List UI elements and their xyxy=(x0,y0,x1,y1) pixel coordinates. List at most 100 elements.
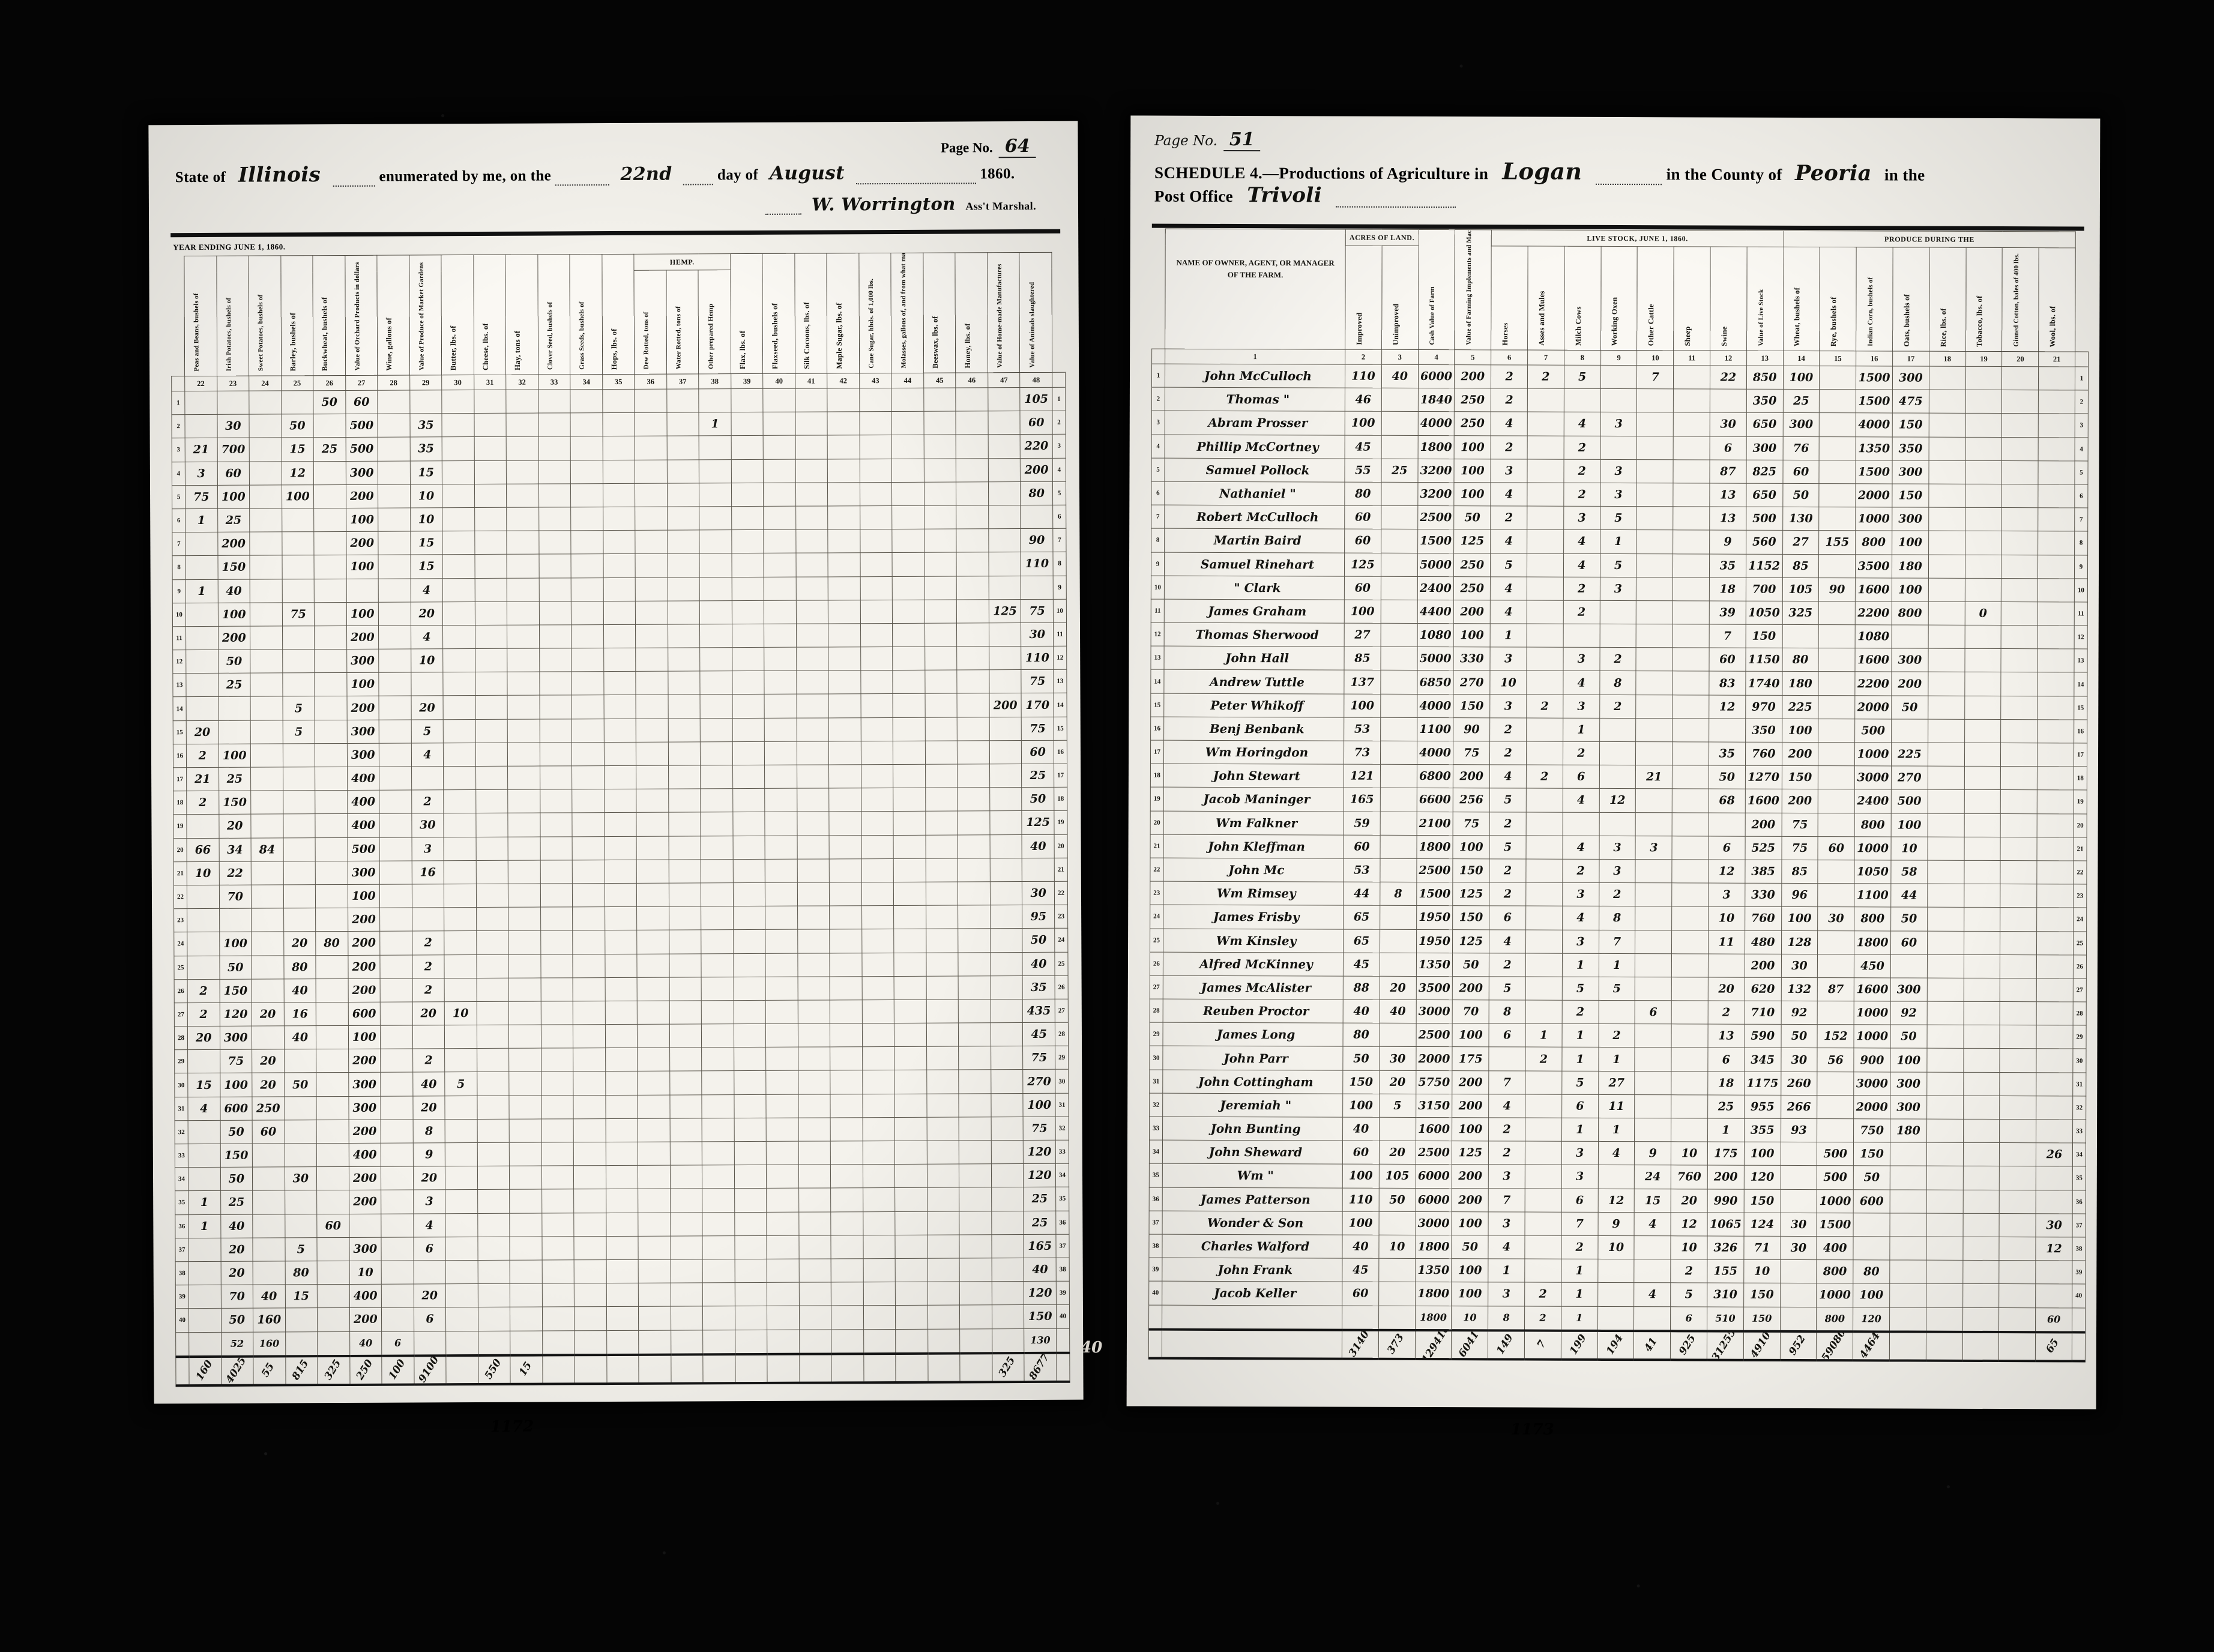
cell-c24: 250 xyxy=(252,1096,285,1120)
row-number: 36 xyxy=(175,1214,189,1238)
cell-c37 xyxy=(669,977,702,1001)
cell-c26: 25 xyxy=(313,437,346,462)
cell-c32 xyxy=(510,1283,543,1307)
cell-c3 xyxy=(1378,1258,1416,1282)
row-number-right: 15 xyxy=(2074,696,2087,720)
rowno-corner-right xyxy=(1052,372,1066,388)
row-number: 21 xyxy=(173,861,187,885)
cell-c9: 3 xyxy=(1600,483,1637,507)
cell-c17: 100 xyxy=(1891,813,1928,837)
cell-c29: 20 xyxy=(411,696,444,720)
cell-c12: 200 xyxy=(1707,1165,1745,1189)
cell-c15 xyxy=(1819,507,1856,531)
cell-c8: 3 xyxy=(1563,506,1600,530)
cell-c27: 100 xyxy=(346,508,378,532)
cell-c14: 60 xyxy=(1782,460,1820,484)
cell-c10 xyxy=(1636,671,1673,695)
cell-c9 xyxy=(1600,388,1637,412)
cell-c15 xyxy=(1818,742,1855,766)
cell-c23: 25 xyxy=(218,673,251,697)
cell-c38 xyxy=(701,836,733,860)
cell-c8: 2 xyxy=(1561,1000,1599,1024)
cell-c31 xyxy=(474,436,507,461)
cell-c31 xyxy=(475,719,508,743)
col-header-43: Cane Sugar, hhds. of 1,000 lbs. xyxy=(858,253,892,373)
cell-c2: 45 xyxy=(1345,435,1382,459)
cell-c31 xyxy=(475,625,507,649)
row-number: 36 xyxy=(1149,1187,1163,1211)
cell-c19 xyxy=(1963,954,2000,978)
cell-c4: 1350 xyxy=(1415,1258,1452,1282)
cell-c2: 40 xyxy=(1343,999,1380,1023)
total-c39 xyxy=(735,1354,768,1383)
col-header-8: Milch Cows xyxy=(1564,246,1601,351)
row-number: 16 xyxy=(173,744,187,768)
cell-c39 xyxy=(734,1118,767,1142)
cell-c8 xyxy=(1562,812,1599,836)
cell-c15 xyxy=(1819,389,1856,414)
cell-c25: 40 xyxy=(283,1025,316,1050)
cell-c6: 4 xyxy=(1490,529,1527,553)
cell-c29: 2 xyxy=(411,789,444,814)
cell-c3 xyxy=(1380,905,1417,929)
cell-c26 xyxy=(316,1049,349,1073)
right-table-wrapper: NAME OF OWNER, AGENT, OR MANAGER OF THE … xyxy=(1148,229,2089,1363)
row-number-right: 18 xyxy=(2074,767,2087,791)
cell-c32 xyxy=(510,1259,542,1284)
cell-c40 xyxy=(767,1306,800,1330)
cell-c40 xyxy=(765,882,798,906)
cell-c10 xyxy=(1636,529,1673,554)
cell-c26 xyxy=(315,720,347,744)
cell-c19 xyxy=(1964,860,2001,884)
cell-c8: 4 xyxy=(1563,788,1599,812)
cell-c39 xyxy=(731,412,764,436)
total-c32: 15 xyxy=(510,1355,543,1384)
cell-c36 xyxy=(635,577,668,601)
cell-c35 xyxy=(605,930,638,954)
cell-c37 xyxy=(668,695,701,719)
cell-c17: 475 xyxy=(1892,390,1929,414)
cell-c44 xyxy=(894,1117,928,1141)
cell-c10 xyxy=(1636,483,1674,507)
cell-c15: 152 xyxy=(1817,1024,1854,1049)
col-number-11: 11 xyxy=(1673,350,1710,366)
col-header-2: Improved xyxy=(1345,246,1382,350)
cell-c13: 850 xyxy=(1746,366,1784,390)
cell-c14: 25 xyxy=(1782,389,1820,413)
row-number: 15 xyxy=(173,720,187,744)
cell-c46 xyxy=(957,764,990,788)
in-the-label: in the xyxy=(1884,166,1925,184)
cell-c10 xyxy=(1635,718,1673,742)
cell-c34 xyxy=(573,1118,606,1142)
cell-c29: 6 xyxy=(413,1237,446,1261)
cell-c27: 100 xyxy=(346,601,379,626)
cell-c12: 990 xyxy=(1707,1189,1745,1213)
cell-c6: 6 xyxy=(1489,906,1526,930)
cell-c45 xyxy=(926,858,958,882)
subtotal-c26 xyxy=(317,1331,350,1356)
col-number-48: 48 xyxy=(1020,372,1052,388)
left-group-header-row: Peas and Beans, bushels of Irish Potatoes… xyxy=(171,252,1065,376)
cell-c34 xyxy=(571,648,604,672)
cell-c25 xyxy=(283,790,315,815)
row-number-right: 12 xyxy=(1053,646,1067,670)
cell-c6: 1 xyxy=(1488,1258,1525,1283)
cell-c29 xyxy=(412,907,444,932)
cell-c28 xyxy=(379,954,412,978)
total-c33 xyxy=(542,1354,575,1384)
cell-c41 xyxy=(795,576,828,600)
cell-c36 xyxy=(638,1259,671,1283)
cell-c34 xyxy=(572,742,605,766)
cell-c37 xyxy=(667,530,700,554)
cell-c15 xyxy=(1819,412,1856,437)
cell-c23: 100 xyxy=(217,484,250,509)
cell-c34 xyxy=(573,1213,606,1237)
cell-c23: 60 xyxy=(217,461,250,486)
cell-c44 xyxy=(893,788,926,812)
cell-c9: 5 xyxy=(1600,506,1637,530)
cell-c39 xyxy=(732,812,765,836)
row-number: 27 xyxy=(1150,975,1163,999)
cell-c47 xyxy=(991,1046,1024,1070)
cell-c41 xyxy=(796,671,829,695)
cell-c6: 3 xyxy=(1488,1211,1525,1235)
